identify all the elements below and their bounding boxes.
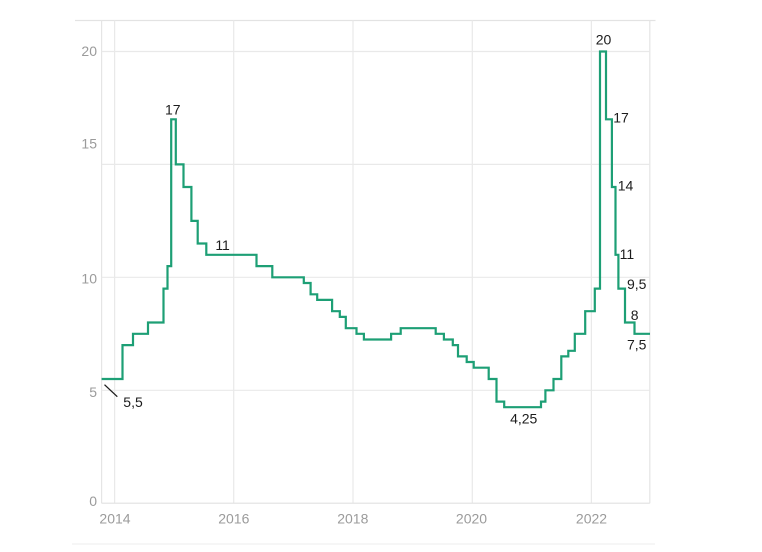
- svg-text:2020: 2020: [456, 511, 487, 527]
- svg-text:2018: 2018: [337, 511, 368, 527]
- svg-text:17: 17: [165, 102, 181, 118]
- svg-text:5,5: 5,5: [123, 394, 143, 410]
- svg-text:0: 0: [89, 493, 97, 509]
- svg-text:4,25: 4,25: [510, 411, 537, 427]
- svg-text:5: 5: [89, 384, 97, 400]
- svg-text:17: 17: [613, 109, 629, 125]
- svg-text:2022: 2022: [576, 511, 607, 527]
- svg-text:15: 15: [81, 136, 97, 152]
- svg-text:9,5: 9,5: [627, 276, 647, 292]
- svg-text:20: 20: [596, 32, 612, 48]
- svg-text:20: 20: [81, 43, 97, 59]
- svg-text:14: 14: [618, 177, 634, 193]
- svg-text:7,5: 7,5: [627, 336, 647, 352]
- svg-text:8: 8: [631, 307, 639, 323]
- svg-text:2014: 2014: [99, 511, 130, 527]
- svg-text:10: 10: [81, 270, 97, 286]
- svg-text:2016: 2016: [218, 511, 249, 527]
- svg-text:11: 11: [215, 237, 230, 253]
- svg-text:11: 11: [620, 246, 635, 262]
